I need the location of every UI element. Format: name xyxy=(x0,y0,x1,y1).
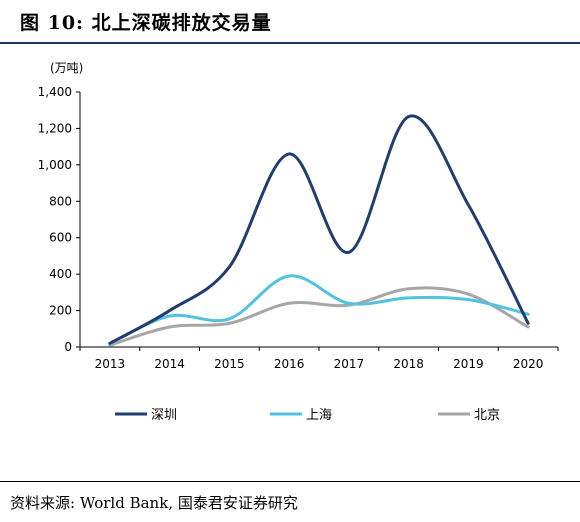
y-tick-label: 400 xyxy=(49,267,72,281)
x-tick-label: 2016 xyxy=(274,357,305,371)
y-tick-label: 200 xyxy=(49,304,72,318)
series-line-3 xyxy=(108,286,530,347)
legend-label: 北京 xyxy=(474,408,500,423)
y-tick-label: 1,000 xyxy=(38,158,72,172)
source-divider xyxy=(0,481,580,482)
x-tick-label: 2020 xyxy=(513,357,544,371)
title-divider xyxy=(0,42,580,44)
x-tick-label: 2019 xyxy=(453,357,484,371)
source-note: 资料来源: World Bank, 国泰君安证券研究 xyxy=(10,494,298,512)
legend-label: 上海 xyxy=(306,408,332,423)
chart-series xyxy=(108,114,530,347)
series-line-1 xyxy=(108,114,530,345)
y-tick-label: 1,400 xyxy=(38,85,72,99)
x-tick-label: 2017 xyxy=(334,357,365,371)
series-line-2 xyxy=(108,274,530,345)
legend-label: 深圳 xyxy=(151,408,177,423)
y-tick-label: 0 xyxy=(64,340,72,354)
y-tick-label: 800 xyxy=(49,194,72,208)
x-tick-label: 2013 xyxy=(95,357,126,371)
line-chart: (万吨) 0 200 400 600 800 1,000 1,200 1,400 2013 2014… xyxy=(38,61,559,423)
chart-axes: (万吨) 0 200 400 600 800 1,000 1,200 1,400 2013 2014… xyxy=(38,61,559,371)
chart-legend: 深圳 上海 北京 xyxy=(115,408,500,423)
y-tick-label: 600 xyxy=(49,231,72,245)
x-tick-label: 2014 xyxy=(154,357,185,371)
x-tick-label: 2018 xyxy=(393,357,424,371)
figure-title: 图 10: 北上深碳排放交易量 xyxy=(20,12,272,34)
y-tick-label: 1,200 xyxy=(38,121,72,135)
x-tick-label: 2015 xyxy=(214,357,245,371)
y-axis-unit: (万吨) xyxy=(50,61,83,75)
